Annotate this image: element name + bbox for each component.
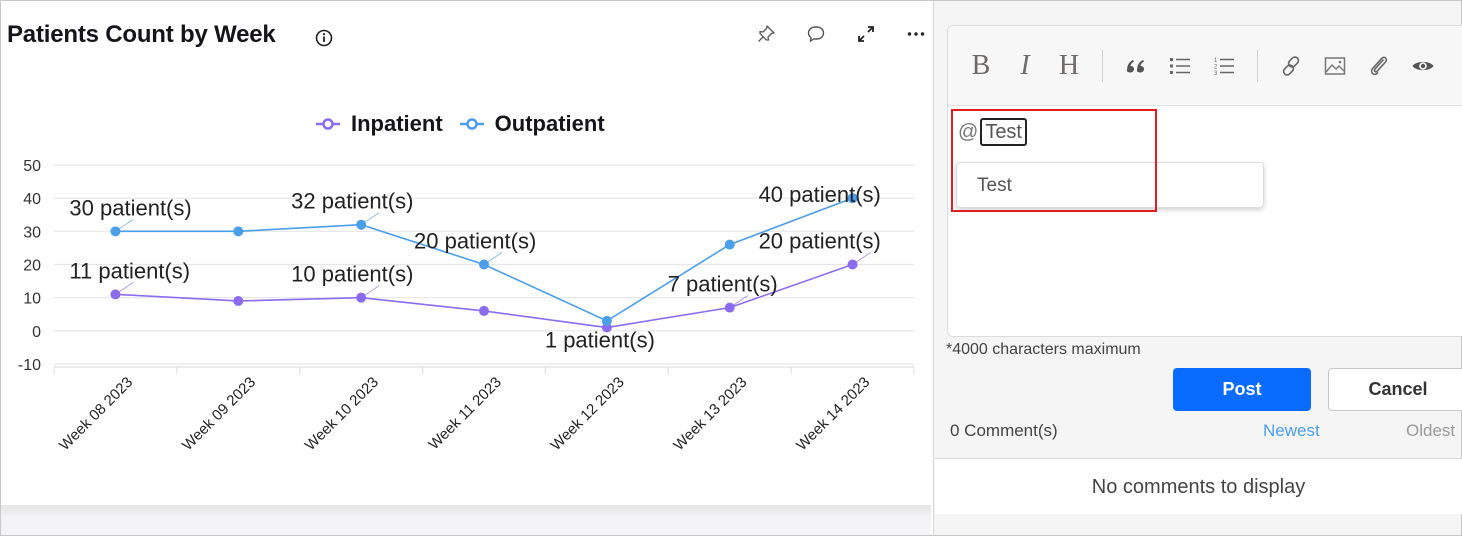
- x-tick-label: Week 11 2023: [425, 374, 504, 453]
- data-label-connector: [115, 282, 134, 295]
- legend-item-inpatient[interactable]: Inpatient: [315, 111, 443, 137]
- data-point-outpatient[interactable]: [601, 315, 612, 326]
- data-label: 20 patient(s): [759, 229, 881, 254]
- data-label-connector: [360, 212, 380, 226]
- bulleted-list-button[interactable]: [1163, 49, 1197, 83]
- char-limit-note: *4000 characters maximum: [946, 341, 1141, 358]
- y-tick-label: -10: [18, 357, 41, 374]
- toolbar-divider: [1257, 49, 1258, 82]
- preview-button[interactable]: [1406, 49, 1440, 83]
- mention-input-line[interactable]: @ Test: [958, 118, 1027, 146]
- x-tick-label: Week 12 2023: [547, 374, 627, 454]
- x-tick-label: Week 09 2023: [179, 374, 259, 454]
- data-label: 10 patient(s): [291, 262, 413, 287]
- data-label-connector: [360, 285, 380, 298]
- data-label-connector: [729, 295, 748, 308]
- data-label-connector: [852, 252, 871, 265]
- y-tick-label: 40: [23, 191, 41, 208]
- bold-button[interactable]: B: [964, 49, 998, 83]
- bulleted-list-icon: [1170, 57, 1190, 74]
- mention-suggestions-dropdown: Test: [956, 162, 1264, 208]
- y-tick-label: 0: [32, 324, 41, 341]
- comment-textarea[interactable]: @ Test Test: [948, 106, 1462, 336]
- eye-icon: [1412, 61, 1434, 70]
- legend-item-outpatient[interactable]: Outpatient: [459, 111, 605, 137]
- data-label: 20 patient(s): [414, 229, 536, 254]
- outpatient-legend-marker-icon: [459, 118, 484, 130]
- mention-suggestion-item[interactable]: Test: [977, 175, 1012, 196]
- italic-icon: I: [1020, 49, 1030, 81]
- numbered-list-icon: 1 2 3: [1214, 58, 1234, 77]
- data-label: 40 patient(s): [759, 182, 881, 207]
- editor-toolbar: B I H 1 2 3: [948, 26, 1462, 106]
- sort-newest-link[interactable]: Newest: [1263, 421, 1320, 440]
- quote-button[interactable]: [1119, 49, 1153, 83]
- pin-icon: [758, 25, 775, 42]
- pin-button[interactable]: [741, 19, 791, 49]
- data-point-inpatient[interactable]: [233, 295, 244, 306]
- chart-title: Patients Count by Week: [7, 21, 276, 48]
- y-tick-label: 30: [23, 224, 41, 241]
- sort-oldest-link[interactable]: Oldest: [1406, 421, 1456, 440]
- x-tick-label: Week 13 2023: [670, 374, 750, 454]
- line-chart: 50 40 30 20 10 0 -10 Week 08 2023 Week 09 2023 We…: [18, 158, 915, 454]
- data-point-inpatient[interactable]: [479, 305, 489, 316]
- mention-token[interactable]: Test: [980, 118, 1027, 146]
- y-tick-label: 10: [23, 291, 41, 308]
- svg-text:1: 1: [1214, 58, 1218, 64]
- attachment-button[interactable]: [1362, 49, 1396, 83]
- y-tick-label: 20: [23, 258, 41, 275]
- svg-text:2: 2: [1214, 64, 1218, 70]
- y-tick-label: 50: [23, 158, 41, 175]
- comments-panel: B I H 1 2 3: [933, 1, 1462, 535]
- comment-count: 0 Comment(s): [950, 421, 1058, 440]
- post-button[interactable]: Post: [1173, 368, 1311, 411]
- paperclip-icon: [1370, 56, 1388, 75]
- comment-editor: B I H 1 2 3: [947, 25, 1462, 337]
- bold-icon: B: [971, 49, 991, 81]
- legend-label-inpatient: Inpatient: [351, 111, 443, 136]
- data-label: 1 patient(s): [545, 328, 655, 353]
- cancel-button[interactable]: Cancel: [1328, 368, 1462, 411]
- image-icon: [1324, 56, 1346, 75]
- info-icon[interactable]: [315, 29, 333, 47]
- comment-button[interactable]: [791, 19, 841, 49]
- comment-icon: [807, 26, 825, 43]
- chart-legend: Inpatient Outpatient: [315, 111, 621, 137]
- toolbar-divider: [1102, 49, 1103, 82]
- heading-icon: H: [1058, 49, 1080, 81]
- data-label: 32 patient(s): [291, 189, 413, 214]
- svg-text:3: 3: [1214, 71, 1218, 77]
- x-tick-label: Week 10 2023: [302, 374, 382, 454]
- quote-icon: [1127, 59, 1144, 72]
- mention-at-symbol: @: [958, 120, 979, 143]
- x-tick-label: Week 08 2023: [56, 374, 136, 454]
- expand-button[interactable]: [841, 19, 891, 49]
- data-label-connector: [483, 252, 503, 265]
- link-icon: [1282, 55, 1300, 76]
- data-label: 30 patient(s): [69, 195, 191, 220]
- link-button[interactable]: [1274, 49, 1308, 83]
- expand-icon: [858, 26, 874, 42]
- data-label: 11 patient(s): [69, 258, 190, 283]
- chart-card-footer-shadow: [1, 505, 931, 535]
- numbered-list-button[interactable]: 1 2 3: [1207, 49, 1241, 83]
- x-tick-label: Week 14 2023: [793, 374, 873, 454]
- image-button[interactable]: [1318, 49, 1352, 83]
- more-options-button[interactable]: [891, 19, 941, 49]
- card-toolbar: [741, 19, 941, 49]
- data-point-outpatient[interactable]: [724, 239, 735, 250]
- italic-button[interactable]: I: [1008, 49, 1042, 83]
- more-icon: [907, 32, 925, 36]
- data-point-outpatient[interactable]: [847, 193, 858, 204]
- data-label: 7 patient(s): [668, 272, 778, 297]
- empty-comments-message: No comments to display: [935, 458, 1462, 514]
- legend-label-outpatient: Outpatient: [494, 111, 605, 136]
- data-point-outpatient[interactable]: [233, 226, 244, 237]
- heading-button[interactable]: H: [1052, 49, 1086, 83]
- data-label-connector: [115, 219, 134, 232]
- chart-card: Patients Count by Week: [1, 1, 931, 505]
- inpatient-legend-marker-icon: [316, 118, 340, 130]
